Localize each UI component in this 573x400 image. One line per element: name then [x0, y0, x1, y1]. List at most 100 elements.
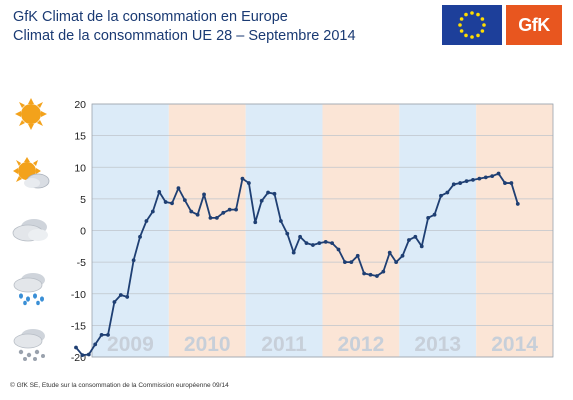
data-point: [381, 269, 386, 274]
y-tick-label: 10: [74, 162, 86, 174]
data-point: [221, 210, 226, 215]
data-point: [259, 198, 264, 203]
data-point: [439, 193, 443, 198]
data-point: [445, 190, 450, 195]
gfk-logo: GfK: [506, 5, 562, 45]
data-point: [208, 215, 213, 220]
eu-star: [470, 11, 474, 15]
data-point: [509, 181, 514, 185]
data-point: [375, 274, 379, 278]
data-point: [471, 178, 475, 182]
data-point: [285, 231, 290, 236]
data-point: [150, 209, 155, 214]
data-point: [419, 244, 424, 249]
data-point: [170, 201, 174, 206]
data-point: [189, 209, 194, 214]
year-label: 2009: [107, 333, 154, 356]
eu-star: [459, 17, 464, 21]
data-point: [227, 207, 232, 212]
data-point: [246, 181, 251, 185]
data-point: [310, 243, 315, 247]
data-point: [157, 190, 162, 194]
eu-star: [458, 23, 462, 27]
eu-star: [480, 29, 485, 33]
data-point: [400, 253, 405, 258]
data-point: [387, 250, 392, 255]
sun-icon: [15, 98, 47, 130]
eu-star: [470, 35, 474, 39]
eu-star: [464, 33, 468, 38]
data-point: [291, 250, 296, 255]
year-label: 2014: [491, 333, 538, 356]
eu-star: [464, 12, 468, 17]
data-point: [93, 342, 98, 347]
y-tick-label: 20: [74, 99, 86, 111]
cloud-icon: [12, 219, 48, 242]
data-point: [330, 241, 335, 246]
plot-frame: [91, 103, 554, 358]
source-footnote: © GfK SE, Etude sur la consommation de l…: [10, 382, 229, 389]
data-point: [349, 260, 354, 265]
data-point: [125, 295, 130, 299]
data-point: [240, 176, 245, 181]
data-point: [464, 179, 469, 184]
data-point: [394, 260, 399, 265]
data-point: [214, 215, 219, 220]
data-point: [272, 191, 277, 196]
data-point: [176, 186, 181, 191]
data-point: [298, 234, 302, 239]
data-point: [182, 198, 187, 203]
y-tick-label: -20: [71, 352, 86, 364]
y-tick-label: 15: [74, 131, 86, 143]
eu-star: [476, 33, 480, 38]
data-point: [202, 192, 206, 197]
year-label: 2010: [184, 333, 231, 356]
data-point: [323, 239, 328, 244]
data-point: [144, 219, 149, 223]
data-point: [138, 234, 142, 239]
data-point: [458, 181, 463, 185]
series-line: [75, 172, 519, 357]
year-label: 2012: [338, 333, 385, 356]
data-point: [278, 219, 283, 223]
data-point: [317, 241, 322, 246]
y-tick-label: 5: [80, 194, 86, 206]
data-point: [195, 212, 200, 217]
chart-subtitle: Climat de la consommation UE 28 – Septem…: [13, 28, 356, 44]
snow-cloud-icon: [13, 329, 45, 361]
data-point: [304, 241, 309, 246]
y-tick-label: -5: [77, 257, 86, 269]
data-point: [483, 175, 488, 180]
data-point: [336, 247, 341, 252]
year-label: 2013: [414, 333, 461, 356]
eu-star: [482, 23, 486, 27]
data-point: [163, 200, 168, 204]
y-tick-label: -10: [71, 289, 86, 301]
data-point: [426, 215, 431, 220]
data-point: [86, 352, 91, 357]
data-point: [131, 258, 136, 263]
y-tick-label: 0: [80, 226, 86, 238]
data-point: [451, 182, 456, 187]
sun-cloud-icon: [13, 157, 50, 189]
data-point: [99, 332, 104, 337]
data-point: [266, 190, 270, 195]
data-point: [490, 174, 495, 179]
rain-cloud-icon: [13, 273, 45, 306]
data-point: [234, 207, 238, 212]
chart-title: GfK Climat de la consommation en Europe: [13, 9, 288, 25]
data-point: [503, 181, 507, 185]
eu-star: [476, 12, 480, 17]
data-point: [432, 212, 437, 217]
data-point: [413, 234, 418, 239]
data-point: [362, 271, 367, 276]
eu-star: [459, 29, 464, 33]
data-point: [515, 202, 520, 206]
data-point: [74, 345, 78, 350]
year-label: 2011: [261, 333, 307, 356]
eu-flag-logo: [442, 5, 502, 45]
y-tick-label: -15: [71, 320, 86, 332]
data-point: [106, 332, 110, 337]
eu-star: [480, 17, 485, 21]
